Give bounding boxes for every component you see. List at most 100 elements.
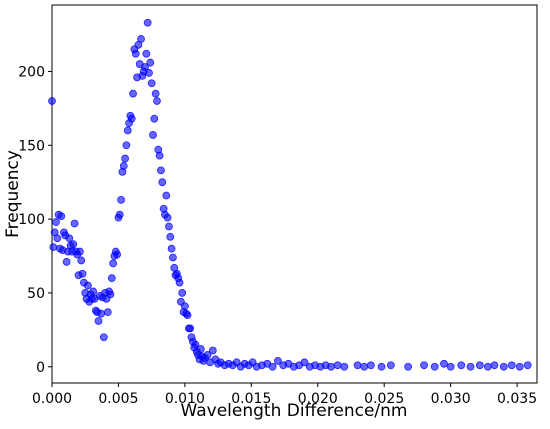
point bbox=[49, 243, 58, 252]
point bbox=[196, 345, 205, 353]
y-tick-label: 100 bbox=[18, 212, 45, 228]
point bbox=[157, 166, 165, 175]
point bbox=[490, 361, 499, 370]
point bbox=[475, 361, 484, 370]
point bbox=[163, 213, 172, 222]
point bbox=[446, 362, 455, 371]
point bbox=[143, 18, 152, 27]
point bbox=[94, 317, 103, 325]
point bbox=[83, 281, 92, 290]
point bbox=[52, 218, 60, 226]
point bbox=[70, 219, 79, 228]
point bbox=[131, 49, 140, 58]
point bbox=[327, 362, 335, 371]
x-tick-label: 0.025 bbox=[364, 391, 404, 407]
point bbox=[151, 89, 160, 98]
point bbox=[97, 309, 106, 318]
point bbox=[440, 359, 448, 368]
y-axis-label: Frequency bbox=[3, 150, 23, 238]
point bbox=[129, 89, 137, 98]
point bbox=[457, 361, 466, 370]
x-tick-label: 0.000 bbox=[32, 391, 72, 407]
point bbox=[420, 361, 428, 370]
point bbox=[208, 346, 217, 355]
point bbox=[62, 258, 71, 266]
x-tick-label: 0.015 bbox=[231, 391, 271, 407]
point bbox=[377, 362, 386, 371]
point bbox=[150, 114, 159, 123]
x-tick-label: 0.030 bbox=[431, 391, 471, 407]
point bbox=[466, 362, 475, 371]
point bbox=[340, 362, 349, 371]
point bbox=[145, 69, 153, 77]
point bbox=[146, 58, 155, 67]
point bbox=[169, 253, 177, 262]
point bbox=[203, 351, 212, 359]
point bbox=[127, 114, 136, 123]
x-tick-label: 0.020 bbox=[298, 391, 338, 407]
point bbox=[186, 324, 195, 333]
point bbox=[107, 274, 116, 283]
y-tick-label: 200 bbox=[18, 64, 45, 80]
point bbox=[166, 232, 175, 241]
point bbox=[515, 362, 524, 371]
point bbox=[119, 162, 128, 170]
point bbox=[523, 361, 532, 370]
point bbox=[57, 212, 66, 221]
point bbox=[103, 308, 112, 317]
y-tick-label: 150 bbox=[18, 138, 45, 154]
point bbox=[149, 131, 157, 139]
point bbox=[499, 362, 508, 371]
point bbox=[153, 97, 161, 105]
point bbox=[430, 362, 439, 371]
point bbox=[180, 302, 189, 311]
point bbox=[115, 210, 124, 219]
point bbox=[183, 311, 192, 319]
point bbox=[367, 361, 375, 370]
y-tick-label: 0 bbox=[36, 360, 45, 376]
point bbox=[69, 240, 78, 249]
point bbox=[300, 358, 309, 367]
point bbox=[273, 356, 282, 365]
point bbox=[137, 35, 145, 43]
point bbox=[165, 222, 173, 231]
point bbox=[353, 361, 362, 370]
point bbox=[178, 289, 187, 297]
plot-frame bbox=[51, 4, 538, 384]
point bbox=[109, 259, 118, 268]
point bbox=[191, 340, 200, 349]
point bbox=[404, 362, 413, 371]
point bbox=[158, 178, 167, 187]
y-tick-label: 50 bbox=[27, 286, 45, 302]
point bbox=[113, 250, 122, 259]
point bbox=[167, 244, 176, 253]
x-tick-label: 0.005 bbox=[98, 391, 138, 407]
x-axis-label: Wavelength Difference/nm bbox=[181, 401, 408, 421]
point bbox=[117, 196, 125, 204]
point bbox=[360, 362, 369, 371]
point bbox=[147, 79, 156, 88]
point bbox=[53, 234, 62, 243]
x-tick-label: 0.010 bbox=[165, 391, 205, 407]
point bbox=[483, 362, 492, 371]
point bbox=[99, 333, 108, 342]
point bbox=[268, 362, 277, 371]
x-tick-label: 0.035 bbox=[497, 391, 537, 407]
point bbox=[142, 49, 151, 58]
point bbox=[77, 256, 86, 265]
point bbox=[78, 269, 87, 278]
point bbox=[141, 63, 149, 71]
point bbox=[106, 290, 115, 299]
point bbox=[122, 141, 131, 150]
point bbox=[48, 97, 56, 105]
point bbox=[89, 287, 98, 296]
point bbox=[386, 361, 395, 370]
point bbox=[507, 361, 516, 370]
point bbox=[333, 361, 342, 370]
point bbox=[162, 191, 171, 200]
point bbox=[121, 154, 129, 163]
point bbox=[175, 278, 184, 287]
point bbox=[76, 247, 84, 256]
point bbox=[123, 126, 132, 135]
